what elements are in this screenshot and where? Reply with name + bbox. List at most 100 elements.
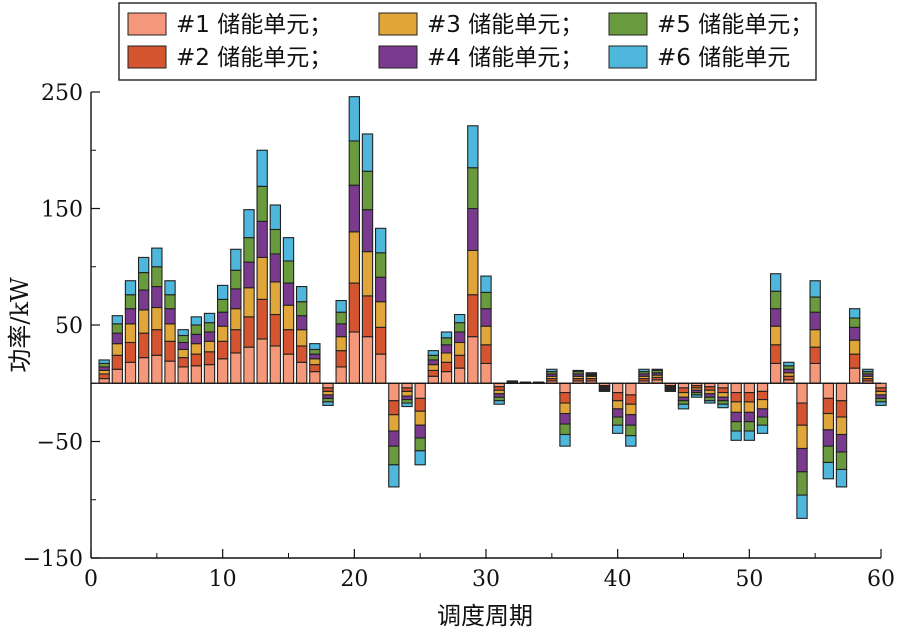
bar-segment [216, 325, 229, 342]
bar-segment [572, 369, 584, 373]
bar-segment [822, 461, 835, 480]
bar-segment [151, 247, 163, 268]
bar-segment [414, 397, 426, 412]
bar-segment [374, 227, 387, 254]
bar-segment [137, 272, 150, 291]
bar-segment [835, 433, 848, 453]
legend-swatch [378, 12, 418, 36]
bar-segment [835, 451, 848, 471]
bar-segment [388, 400, 400, 416]
bar-segment [848, 326, 861, 341]
bar-segment [677, 392, 690, 398]
bar-segment [822, 397, 835, 415]
bar-segment [625, 403, 637, 416]
legend-item: #2 储能单元； [127, 45, 332, 71]
bar-segment [467, 207, 479, 251]
bar-segment [111, 315, 124, 325]
bar-segment [796, 494, 808, 519]
bar-segment [177, 341, 189, 351]
bar-segment [164, 308, 176, 325]
bar-segment [625, 424, 637, 437]
bar-segment [282, 260, 295, 284]
bar-segment [440, 331, 453, 339]
bar-segment [414, 424, 426, 439]
bar-segment [335, 299, 347, 313]
bar-segment [190, 365, 203, 384]
legend-label: #4 储能单元； [427, 45, 583, 71]
legend-swatch [608, 45, 648, 69]
plot-area: −150 −50 50 150 250 0 10 20 30 40 50 60 [23, 81, 895, 592]
bar-segment [361, 295, 374, 338]
bar-segment [374, 353, 387, 384]
bar-segment [822, 412, 835, 431]
bar-segment [730, 421, 742, 432]
legend-item: #3 储能单元； [378, 12, 583, 38]
bar-segment [743, 421, 756, 432]
bar-segment [677, 382, 690, 389]
bar-segment [295, 329, 308, 347]
bar-segment [743, 382, 756, 394]
bar-segment [124, 308, 137, 325]
bar-segment [374, 276, 387, 303]
bar-segment [809, 329, 821, 348]
bar-segment [848, 353, 861, 369]
bar-segment [467, 167, 479, 210]
bar-segment [335, 336, 347, 352]
bar-segment [480, 344, 492, 364]
bar-segment [756, 424, 769, 434]
bar-segment [151, 329, 163, 356]
bar-segment [269, 253, 282, 283]
bar-segment [216, 298, 229, 313]
bar-segment [835, 468, 848, 488]
bar-segment [769, 290, 782, 310]
x-tick-label: 10 [209, 567, 237, 592]
bar-segment [203, 340, 216, 353]
x-tick-label: 40 [604, 567, 632, 592]
bar-segment [796, 471, 808, 496]
bar-segment [137, 309, 150, 334]
bar-segment [427, 354, 440, 361]
bar-segment [348, 282, 361, 333]
legend-label: #3 储能单元； [427, 12, 583, 38]
bar-segment [374, 252, 387, 278]
bar-segment [309, 353, 321, 360]
bar-segment [730, 382, 742, 394]
bar-segment [295, 286, 308, 303]
bar-segment [309, 358, 321, 366]
bar-segment [190, 316, 203, 326]
bar-segment [453, 331, 466, 344]
bar-segment [440, 371, 453, 384]
bar-segment [796, 402, 808, 426]
bar-segment [414, 382, 426, 399]
bar-segment [190, 353, 203, 367]
bar-segment [835, 400, 848, 418]
bar-segment [598, 389, 611, 392]
bar-segment [203, 331, 216, 342]
bar-segment [98, 359, 110, 365]
bar-segment [177, 329, 189, 337]
bar-segment [216, 284, 229, 300]
bar-segment [414, 450, 426, 466]
bar-segment [848, 317, 861, 328]
bar-segment [611, 382, 624, 394]
legend-label: #6 储能单元 [657, 45, 790, 71]
x-tick-label: 20 [340, 567, 368, 592]
legend-item: #1 储能单元； [127, 12, 332, 38]
axes: −150 −50 50 150 250 0 10 20 30 40 50 60 [23, 81, 895, 592]
bar-segment [848, 308, 861, 319]
bar-segment [467, 125, 479, 169]
bar-segment [401, 382, 413, 389]
bar-segment [203, 322, 216, 333]
bar-segment [717, 387, 729, 394]
bar-segment [203, 312, 216, 324]
bar-segment [427, 364, 440, 371]
bar-segment [230, 352, 242, 384]
legend-item: #4 储能单元； [378, 45, 583, 71]
bar-segment [361, 336, 374, 384]
bar-segment [335, 323, 347, 338]
bar-segment [335, 366, 347, 384]
bar-segment [559, 433, 571, 447]
bar-segment [625, 414, 637, 426]
bar-segment [875, 382, 887, 389]
